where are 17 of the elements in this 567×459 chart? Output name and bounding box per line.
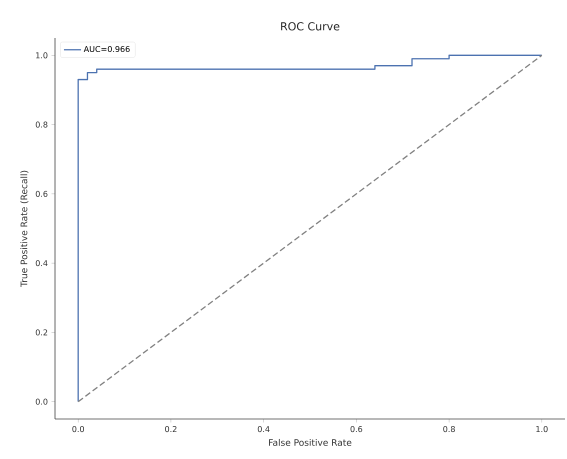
y-tick-label: 0.8 xyxy=(36,122,48,128)
x-tick-label: 0.8 xyxy=(443,426,455,432)
x-axis-title: False Positive Rate xyxy=(269,438,352,446)
line-series xyxy=(78,54,542,402)
y-tick-label: 0.2 xyxy=(36,329,48,336)
y-axis-title: True Positive Rate (Recall) xyxy=(20,170,28,287)
y-tick-label: 1.0 xyxy=(36,52,48,58)
legend-label: AUC=0.966 xyxy=(84,46,130,52)
x-tick-label: 0.6 xyxy=(350,426,362,432)
x-tick-label: 0.0 xyxy=(72,426,84,432)
y-tick-label: 0.6 xyxy=(36,190,48,197)
y-tick-label: 0.4 xyxy=(36,260,48,266)
x-tick-label: 0.4 xyxy=(258,426,270,432)
y-tick-label: 0.0 xyxy=(36,398,48,405)
x-tick-label: 0.2 xyxy=(165,426,176,432)
x-tick-label: 1.0 xyxy=(536,426,548,432)
chart-title: ROC Curve xyxy=(281,22,340,30)
